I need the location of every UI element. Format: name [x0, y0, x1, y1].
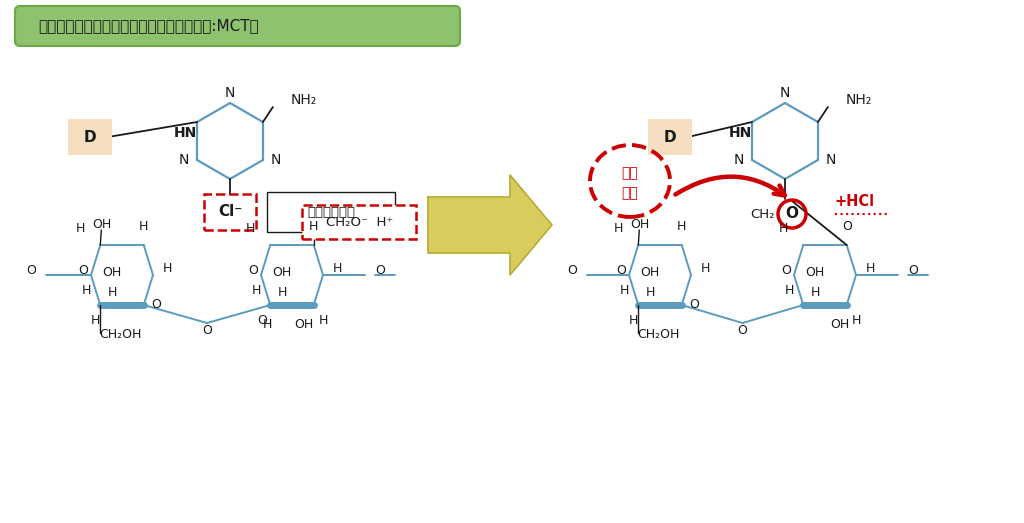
Text: O: O: [27, 265, 36, 278]
Text: OH: OH: [631, 219, 650, 232]
Text: H: H: [810, 287, 819, 300]
Text: D: D: [664, 130, 676, 144]
Text: O: O: [567, 265, 577, 278]
FancyBboxPatch shape: [267, 192, 395, 232]
Text: H: H: [865, 263, 874, 276]
Text: O: O: [785, 207, 799, 222]
Text: CH₂OH: CH₂OH: [98, 328, 141, 342]
Text: O: O: [616, 265, 626, 278]
Text: CH₂O⁻  H⁺: CH₂O⁻ H⁺: [326, 217, 393, 230]
FancyBboxPatch shape: [68, 119, 112, 155]
Text: O: O: [248, 265, 258, 278]
Text: N: N: [734, 153, 744, 167]
Text: H: H: [700, 263, 710, 276]
Text: OH: OH: [640, 266, 659, 279]
FancyBboxPatch shape: [302, 205, 416, 239]
Text: 共有: 共有: [622, 166, 638, 180]
Text: +HCl: +HCl: [835, 195, 876, 210]
Text: H: H: [246, 222, 255, 234]
Text: O: O: [151, 299, 161, 312]
Text: H: H: [309, 221, 318, 233]
Text: H: H: [645, 287, 654, 300]
Text: OH: OH: [272, 266, 292, 279]
Text: H: H: [82, 285, 91, 298]
Text: NH₂: NH₂: [846, 93, 872, 107]
Text: N: N: [825, 153, 837, 167]
Text: OH: OH: [830, 319, 850, 332]
Text: N: N: [270, 153, 282, 167]
FancyBboxPatch shape: [648, 119, 692, 155]
Text: H: H: [784, 285, 794, 298]
Text: H: H: [262, 319, 271, 332]
Text: H: H: [252, 285, 261, 298]
Text: H: H: [778, 222, 788, 234]
Text: H: H: [620, 285, 629, 298]
Text: H: H: [278, 287, 287, 300]
Text: CH₂OH: CH₂OH: [637, 328, 679, 342]
Text: N: N: [780, 86, 791, 100]
Text: O: O: [257, 313, 267, 326]
Text: H: H: [613, 222, 623, 234]
Text: H: H: [333, 263, 342, 276]
Text: HN: HN: [728, 126, 752, 140]
Text: NH₂: NH₂: [291, 93, 317, 107]
Text: OH: OH: [93, 219, 112, 232]
Text: CH₂: CH₂: [751, 208, 775, 221]
Text: O: O: [781, 265, 791, 278]
Text: OH: OH: [294, 319, 313, 332]
Text: D: D: [84, 130, 96, 144]
Text: O: O: [737, 324, 748, 336]
Text: O: O: [689, 299, 698, 312]
Text: アルカリ添加: アルカリ添加: [307, 206, 355, 219]
Text: Cl⁻: Cl⁻: [218, 204, 242, 220]
Text: N: N: [179, 153, 189, 167]
Text: H: H: [90, 313, 100, 326]
Text: O: O: [375, 265, 385, 278]
Text: H: H: [76, 222, 85, 234]
FancyBboxPatch shape: [204, 194, 256, 230]
Text: H: H: [852, 313, 861, 326]
Text: H: H: [139, 221, 148, 233]
Text: H: H: [108, 287, 117, 300]
Text: O: O: [908, 265, 918, 278]
Text: OH: OH: [102, 266, 122, 279]
Text: H: H: [319, 313, 329, 326]
Text: 結合: 結合: [622, 186, 638, 200]
Polygon shape: [428, 175, 552, 275]
Text: N: N: [225, 86, 236, 100]
Text: H: H: [629, 313, 638, 326]
Text: HN: HN: [173, 126, 197, 140]
Text: OH: OH: [805, 266, 824, 279]
Text: O: O: [842, 221, 852, 233]
Text: O: O: [78, 265, 88, 278]
Text: O: O: [202, 324, 212, 336]
Text: トリアジンタイプ（モノクロロトリアジン:MCT）: トリアジンタイプ（モノクロロトリアジン:MCT）: [38, 18, 259, 33]
FancyBboxPatch shape: [15, 6, 460, 46]
Text: H: H: [163, 263, 172, 276]
Text: H: H: [677, 221, 686, 233]
